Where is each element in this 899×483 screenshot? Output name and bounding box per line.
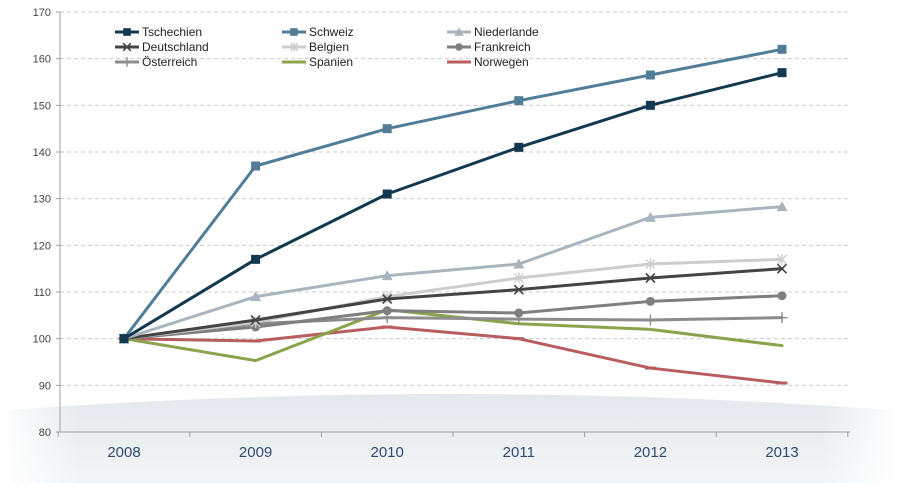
data-point-tschechien bbox=[514, 142, 524, 152]
data-point-tschechien bbox=[777, 68, 787, 78]
legend-label: Norwegen bbox=[474, 55, 529, 69]
series-line-schweiz bbox=[122, 47, 784, 341]
floor-edge-fade bbox=[8, 394, 892, 483]
data-point-tschechien bbox=[119, 334, 129, 344]
data-point-niederlande bbox=[776, 201, 788, 212]
legend-marker-österreich bbox=[122, 57, 132, 67]
x-tick-label: 2011 bbox=[503, 444, 535, 461]
data-point-deutschland bbox=[250, 314, 261, 326]
legend-label: Niederlande bbox=[474, 25, 539, 39]
grid bbox=[60, 11, 850, 386]
legend-marker-belgien bbox=[289, 42, 299, 52]
series-line-norwegen bbox=[122, 325, 784, 385]
y-tick-label: 110 bbox=[33, 287, 51, 299]
legend-marker-tschechien bbox=[123, 28, 131, 36]
x-tick-label: 2008 bbox=[107, 444, 140, 461]
data-point-deutschland bbox=[513, 284, 524, 295]
data-point-tschechien bbox=[645, 100, 655, 110]
data-point-niederlande bbox=[250, 291, 262, 302]
y-tick-label: 90 bbox=[39, 380, 51, 392]
legend-marker-schweiz bbox=[290, 28, 298, 36]
series-line-deutschland bbox=[122, 267, 784, 341]
data-point-deutschland bbox=[776, 263, 788, 274]
data-point-tschechien bbox=[251, 254, 261, 264]
legend-label: Tschechien bbox=[142, 25, 202, 39]
series-line-tschechien bbox=[122, 71, 784, 341]
series-line-niederlande bbox=[122, 205, 784, 341]
legend-marker-frankreich bbox=[455, 43, 463, 51]
y-tick-label: 120 bbox=[33, 240, 51, 252]
y-tick-label: 140 bbox=[33, 147, 51, 159]
y-tick-label: 150 bbox=[33, 100, 51, 112]
legend-label: Schweiz bbox=[309, 25, 354, 39]
y-tick-label: 80 bbox=[39, 427, 51, 439]
data-point-belgien bbox=[645, 258, 656, 270]
data-point-frankreich bbox=[777, 291, 787, 301]
data-point-frankreich bbox=[514, 308, 524, 318]
data-point-niederlande bbox=[513, 258, 525, 269]
x-tick-label: 2013 bbox=[765, 444, 798, 461]
y-tick-label: 160 bbox=[33, 54, 51, 66]
series-line-spanien bbox=[122, 308, 784, 363]
data-point-belgien bbox=[777, 253, 787, 265]
data-point-schweiz bbox=[251, 161, 261, 171]
data-point-frankreich bbox=[645, 296, 655, 306]
data-point-schweiz bbox=[777, 44, 787, 54]
y-tick-label: 100 bbox=[33, 334, 51, 346]
data-point-österreich bbox=[776, 312, 788, 324]
legend-label: Frankreich bbox=[474, 40, 531, 54]
data-point-belgien bbox=[513, 272, 524, 284]
data-point-schweiz bbox=[514, 96, 524, 106]
y-tick-label: 130 bbox=[33, 194, 51, 206]
data-point-schweiz bbox=[382, 124, 392, 134]
x-tick-label: 2012 bbox=[634, 444, 667, 461]
series-line-belgien bbox=[122, 257, 784, 341]
data-point-deutschland bbox=[645, 272, 656, 284]
legend: Tschechien Schweiz Niederlande Deutschland B… bbox=[115, 25, 539, 69]
legend-label: Deutschland bbox=[142, 40, 209, 54]
series-line-frankreich bbox=[122, 294, 784, 341]
x-tick-label: 2009 bbox=[239, 444, 272, 461]
data-point-deutschland bbox=[382, 293, 393, 305]
data-point-niederlande bbox=[644, 211, 656, 222]
legend-label: Spanien bbox=[309, 55, 353, 69]
legend-marker-deutschland bbox=[122, 42, 132, 52]
data-point-niederlande bbox=[381, 270, 393, 281]
data-point-schweiz bbox=[645, 70, 655, 80]
data-point-tschechien bbox=[382, 189, 392, 199]
legend-marker-niederlande bbox=[454, 27, 464, 36]
series-line-österreich bbox=[122, 316, 784, 341]
data-point-frankreich bbox=[382, 306, 392, 316]
legend-label: Österreich bbox=[142, 55, 197, 69]
series-group bbox=[118, 44, 788, 385]
legend-label: Belgien bbox=[309, 40, 349, 54]
y-tick-label: 170 bbox=[33, 7, 51, 19]
axes: 80 90 100 110 120 130 140 150 160 170 2008 2009 2010… bbox=[33, 7, 850, 461]
x-tick-label: 2010 bbox=[371, 444, 404, 461]
data-point-österreich bbox=[644, 314, 656, 326]
